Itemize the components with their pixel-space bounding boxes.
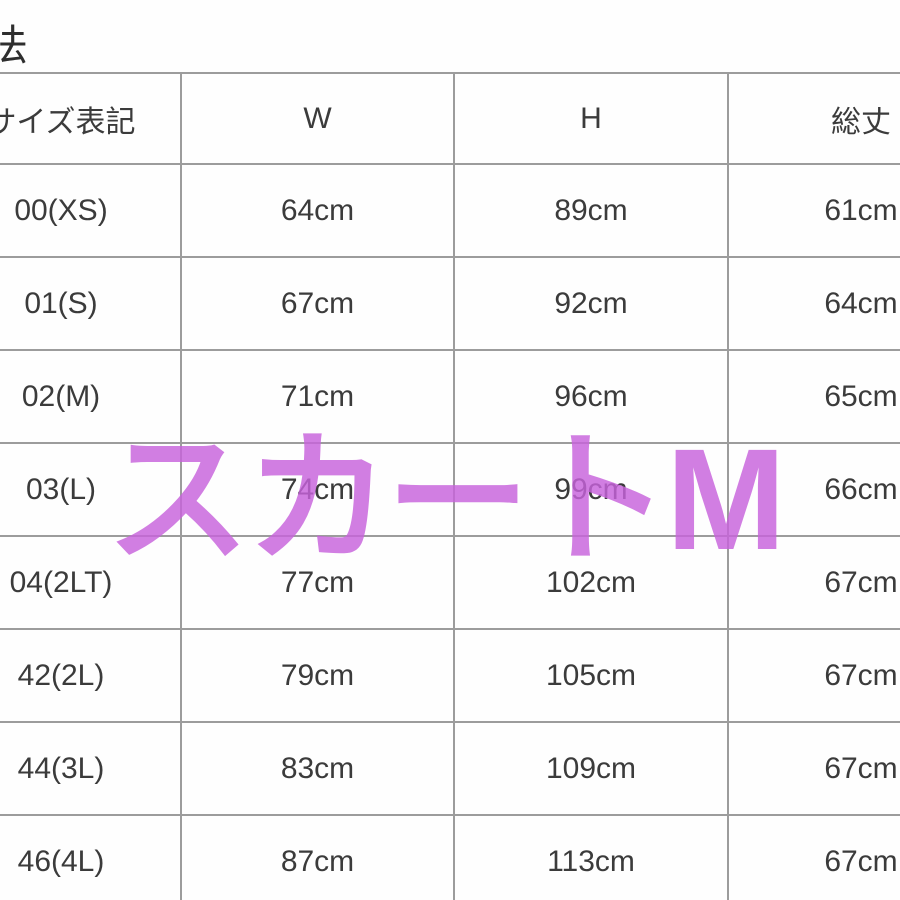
cell-size: 44(3L) — [0, 721, 182, 816]
cell-size: 00(XS) — [0, 163, 182, 258]
cell-w: 74cm — [180, 442, 455, 537]
cell-total: 65cm — [727, 349, 900, 444]
cell-size: 02(M) — [0, 349, 182, 444]
cell-h: 92cm — [453, 256, 729, 351]
cell-w: 83cm — [180, 721, 455, 816]
cell-size: 03(L) — [0, 442, 182, 537]
cell-h: 99cm — [453, 442, 729, 537]
page-title: 寸法 — [0, 22, 31, 69]
table-row: 00(XS) 64cm 89cm 61cm — [0, 163, 900, 258]
cell-total: 61cm — [727, 163, 900, 258]
table-row: 02(M) 71cm 96cm 65cm — [0, 349, 900, 444]
cell-total: 67cm — [727, 814, 900, 900]
table-row: 01(S) 67cm 92cm 64cm — [0, 256, 900, 351]
cell-h: 96cm — [453, 349, 729, 444]
cell-size: 04(2LT) — [0, 535, 182, 630]
cell-h: 105cm — [453, 628, 729, 723]
table-row: 03(L) 74cm 99cm 66cm — [0, 442, 900, 537]
cell-size: 46(4L) — [0, 814, 182, 900]
col-header-w: W — [180, 72, 455, 165]
cell-w: 79cm — [180, 628, 455, 723]
col-header-total: 総丈 — [727, 72, 900, 165]
cell-h: 113cm — [453, 814, 729, 900]
cell-h: 89cm — [453, 163, 729, 258]
cell-size: 01(S) — [0, 256, 182, 351]
cell-w: 67cm — [180, 256, 455, 351]
cell-h: 109cm — [453, 721, 729, 816]
header-row: サイズ表記 W H 総丈 — [0, 72, 900, 165]
cell-total: 67cm — [727, 721, 900, 816]
cell-h: 102cm — [453, 535, 729, 630]
cell-w: 87cm — [180, 814, 455, 900]
cell-w: 64cm — [180, 163, 455, 258]
cell-total: 67cm — [727, 535, 900, 630]
cell-w: 71cm — [180, 349, 455, 444]
cell-size: 42(2L) — [0, 628, 182, 723]
table-row: 44(3L) 83cm 109cm 67cm — [0, 721, 900, 816]
cell-total: 64cm — [727, 256, 900, 351]
size-table: サイズ表記 W H 総丈 00(XS) 64cm 89cm 61cm 01(S)… — [0, 72, 900, 900]
table-row: 04(2LT) 77cm 102cm 67cm — [0, 535, 900, 630]
cell-total: 66cm — [727, 442, 900, 537]
cell-w: 77cm — [180, 535, 455, 630]
col-header-size: サイズ表記 — [0, 72, 182, 165]
cell-total: 67cm — [727, 628, 900, 723]
table-row: 42(2L) 79cm 105cm 67cm — [0, 628, 900, 723]
table-row: 46(4L) 87cm 113cm 67cm — [0, 814, 900, 900]
col-header-h: H — [453, 72, 729, 165]
